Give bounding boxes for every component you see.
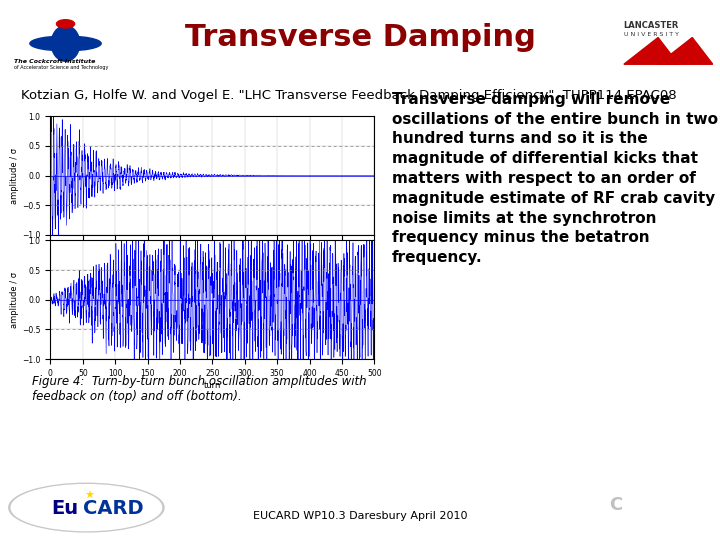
Ellipse shape bbox=[12, 485, 161, 530]
Ellipse shape bbox=[9, 483, 164, 532]
Ellipse shape bbox=[51, 25, 80, 61]
Text: of Accelerator Science and Technology: of Accelerator Science and Technology bbox=[14, 65, 108, 70]
X-axis label: turn: turn bbox=[204, 381, 221, 389]
Text: Accelerator Science and Technology Centre: Accelerator Science and Technology Centr… bbox=[603, 522, 708, 528]
Y-axis label: amplitude / σ: amplitude / σ bbox=[10, 272, 19, 328]
Circle shape bbox=[56, 19, 75, 28]
Text: EUCARD WP10.3 Daresbury April 2010: EUCARD WP10.3 Daresbury April 2010 bbox=[253, 511, 467, 521]
Text: ★: ★ bbox=[84, 491, 94, 501]
Polygon shape bbox=[658, 37, 713, 64]
Text: U N I V E R S I T Y: U N I V E R S I T Y bbox=[624, 32, 679, 37]
Polygon shape bbox=[624, 37, 678, 64]
Text: Figure 4:  Turn-by-turn bunch oscillation amplitudes with
feedback on (top) and : Figure 4: Turn-by-turn bunch oscillation… bbox=[32, 375, 367, 403]
Text: CARD: CARD bbox=[84, 499, 144, 518]
Text: Eu: Eu bbox=[51, 499, 78, 518]
Text: Kotzian G, Holfe W. and Vogel E. "LHC Transverse Feedback Damping Efficiency", T: Kotzian G, Holfe W. and Vogel E. "LHC Tr… bbox=[22, 89, 677, 103]
Text: Transverse damping will remove
oscillations of the entire bunch in two
hundred t: Transverse damping will remove oscillati… bbox=[392, 92, 718, 265]
Text: (: ( bbox=[603, 495, 611, 516]
Ellipse shape bbox=[30, 36, 102, 51]
Y-axis label: amplitude / σ: amplitude / σ bbox=[10, 147, 19, 204]
Text: ASTeC: ASTeC bbox=[627, 498, 680, 513]
Text: The Cockcroft Institute: The Cockcroft Institute bbox=[14, 59, 95, 64]
Text: C: C bbox=[609, 496, 622, 515]
Text: Transverse Damping: Transverse Damping bbox=[184, 23, 536, 52]
Text: LANCASTER: LANCASTER bbox=[624, 21, 679, 30]
